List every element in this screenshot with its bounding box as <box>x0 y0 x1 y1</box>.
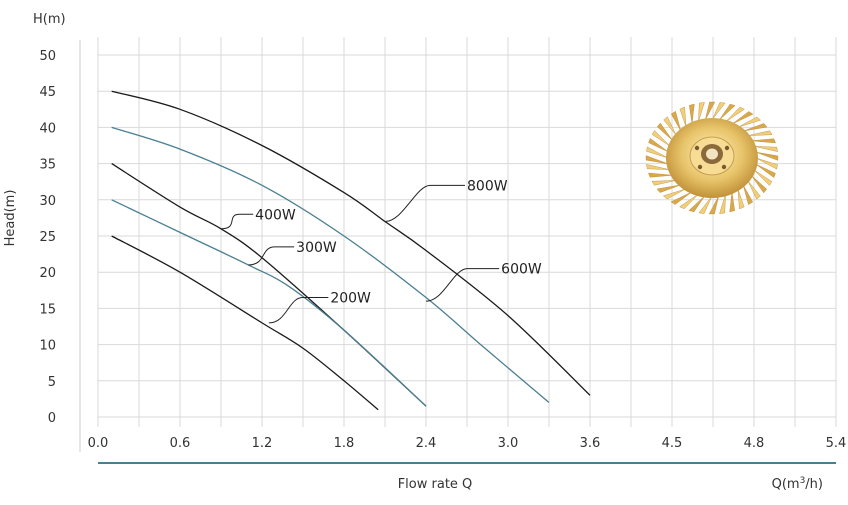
impeller-vane <box>646 146 669 159</box>
x-tick-label: 2.4 <box>416 436 437 451</box>
y-tick-label: 10 <box>39 339 56 354</box>
callout-leader-800w <box>384 184 465 223</box>
y-tick-label: 15 <box>39 302 56 317</box>
impeller-vane <box>651 130 671 147</box>
series-line-800w <box>111 90 591 396</box>
impeller-vane <box>708 195 720 215</box>
y-tick-label: 40 <box>39 121 56 136</box>
impeller-image <box>645 101 779 215</box>
callout-leader-300w <box>248 246 295 266</box>
impeller-vane <box>753 146 778 152</box>
x-tick-label: 4.5 <box>662 436 683 451</box>
impeller-vane <box>648 138 669 153</box>
impeller-vane <box>656 122 673 141</box>
y-tick-label: 20 <box>39 266 56 281</box>
impeller-vane <box>648 172 673 178</box>
x-axis-label: Flow rate Q <box>398 477 473 492</box>
impeller-vane <box>718 103 736 121</box>
series-line-300w <box>111 199 427 407</box>
impeller-vane <box>704 101 716 121</box>
impeller-vane <box>688 195 706 213</box>
callout-label-600w: 600W <box>501 262 542 278</box>
x-tick-label: 1.8 <box>334 436 355 451</box>
callout-label-200w: 200W <box>330 291 371 307</box>
callout-leader-400w <box>220 213 254 230</box>
y-tick-label: 35 <box>39 158 56 173</box>
callout-label-300w: 300W <box>296 240 337 256</box>
impeller-vane <box>646 164 671 170</box>
series-line-600w <box>111 126 550 404</box>
impeller-vane <box>747 130 773 136</box>
x-tick-label: 3.0 <box>498 436 519 451</box>
x-tick-label: 5.4 <box>826 436 847 451</box>
x-unit-label: Q(m3/h) <box>772 476 823 492</box>
y-axis-label: Head(m) <box>3 190 18 247</box>
impeller-vane <box>743 123 768 132</box>
impeller-vane <box>679 193 699 210</box>
callouts: 800W 600W 400W 300W 200W <box>220 178 542 324</box>
impeller-vane <box>698 102 705 122</box>
y-tick-label: 5 <box>48 375 56 390</box>
impeller-vane <box>711 102 726 121</box>
impeller-vane <box>662 188 687 200</box>
impeller-vane <box>725 106 745 123</box>
impeller-vane <box>645 155 669 165</box>
impeller-vane <box>729 191 735 213</box>
impeller-vane <box>689 103 695 125</box>
series-lines <box>111 90 591 411</box>
y-tick-label: 30 <box>39 194 56 209</box>
impeller-vane <box>737 188 745 210</box>
impeller-vane <box>651 180 677 186</box>
x-tick-label: 1.2 <box>252 436 273 451</box>
impeller-vane <box>755 157 778 170</box>
impeller-vane <box>747 180 761 200</box>
callout-label-800w: 800W <box>467 178 508 194</box>
impeller-vane <box>670 111 682 132</box>
impeller-vane <box>742 184 754 205</box>
callout-label-400w: 400W <box>255 207 296 223</box>
x-tick-label: 0.6 <box>170 436 191 451</box>
impeller-vane <box>755 151 779 161</box>
impeller-vane <box>751 138 776 144</box>
y-tick-label: 50 <box>39 49 56 64</box>
callout-leader-200w <box>268 297 329 324</box>
impeller-vane <box>663 116 677 136</box>
impeller-vane <box>670 191 693 205</box>
impeller-vane <box>679 106 687 128</box>
impeller-vane <box>737 116 762 128</box>
x-tick-label: 4.8 <box>744 436 765 451</box>
impeller-vane <box>755 163 776 178</box>
impeller-vane <box>698 195 713 214</box>
y-tick-label: 0 <box>48 411 56 426</box>
callout-leader-600w <box>425 268 500 302</box>
impeller-vane <box>751 175 768 194</box>
impeller-vane <box>753 169 773 186</box>
impeller-vane <box>656 184 681 193</box>
impeller-vane <box>731 111 754 125</box>
y-tick-label: 25 <box>39 230 56 245</box>
impeller-vane <box>719 194 726 214</box>
y-tick-label: 45 <box>39 85 56 100</box>
x-tick-label: 0.0 <box>88 436 109 451</box>
series-line-200w <box>111 235 379 411</box>
x-tick-label: 3.6 <box>580 436 601 451</box>
y-unit-label: H(m) <box>33 12 66 27</box>
tick-labels: 0 5 10 15 20 25 30 35 40 45 50 0.0 0.6 1.2 1.8 2.4 3.0 3.… <box>39 49 846 451</box>
